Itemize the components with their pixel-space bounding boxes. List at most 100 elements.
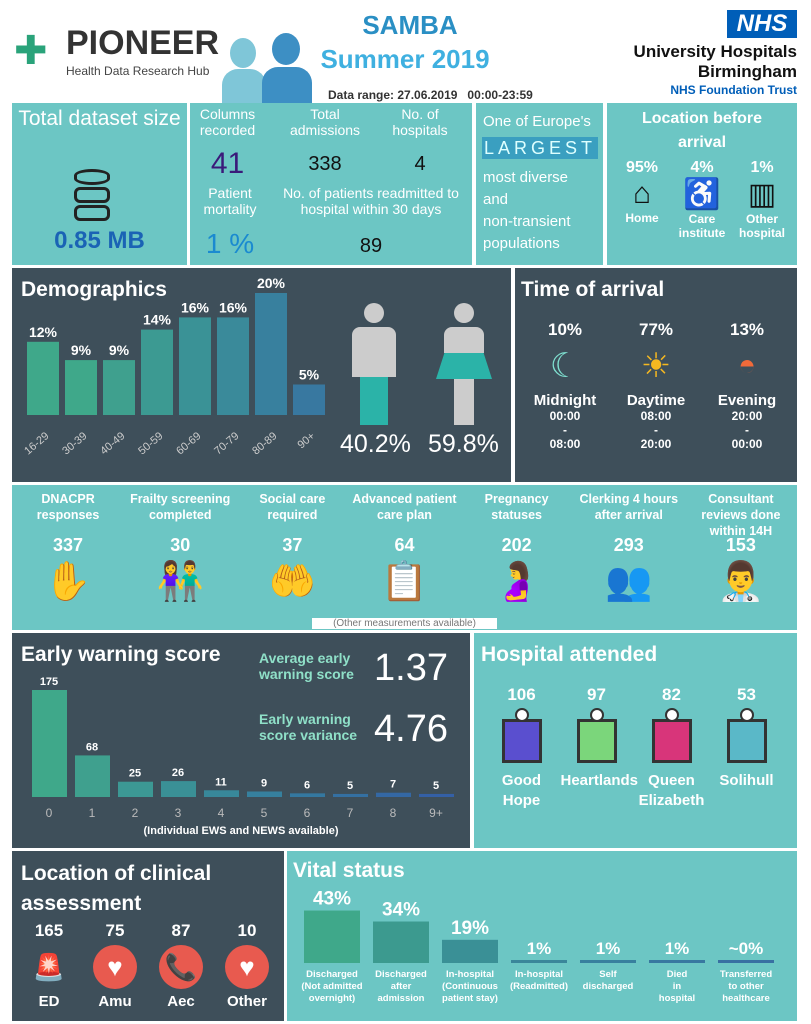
hospital-name: Good Hope: [501, 772, 542, 809]
care-hands-icon: 🤲: [268, 561, 316, 603]
hospital-item: 106 Good Hope: [486, 685, 558, 811]
europe-line2: most diverse: [483, 169, 569, 186]
ews-variance-label: Early warning score variance: [259, 711, 358, 743]
europe-line3: and: [483, 191, 509, 208]
ews-bar-value: 175: [40, 676, 58, 688]
clinical-count: 75: [105, 921, 125, 940]
ews-panel: Early warning score 175 0 68 1 25 2 26 3 11 4 9 5 6 6…: [12, 633, 470, 848]
measure-item: Advanced patient care plan 64 📋: [352, 491, 457, 604]
mortality-value: 1 %: [205, 228, 255, 259]
ews-bar-4: [204, 790, 239, 797]
hospital-panel: Hospital attended 106 Good Hope 97 Heartl…: [474, 633, 797, 848]
ews-tick-label: 9+: [429, 806, 443, 820]
ews-bar-7: [333, 793, 368, 797]
ews-variance-value: 4.76: [374, 708, 448, 750]
clinical-item: 165 🚨 ED: [19, 921, 79, 1010]
vital-category-label: Self discharged: [583, 969, 634, 992]
hospitals-label: No. of hospitals: [392, 106, 448, 138]
age-tick-label: 70-79: [212, 430, 241, 457]
logo-subtitle: Health Data Research Hub: [66, 64, 210, 78]
measure-item: Clerking 4 hours after arrival 293 👥: [576, 491, 681, 604]
hospital-count: 53: [737, 685, 756, 704]
ews-bar-2: [118, 781, 153, 797]
vital-category-label: Discharged after admission: [375, 969, 427, 1004]
ews-tick-label: 0: [46, 806, 53, 820]
hospital-count: 82: [662, 685, 681, 704]
vital-category-label: Died in hospital: [659, 969, 695, 1004]
measure-label: DNACPR responses: [36, 492, 100, 522]
ews-title: Early warning score: [21, 643, 221, 666]
vital-bar-label: 43%: [313, 889, 351, 910]
ews-bar-0: [32, 690, 67, 797]
vital-status-title: Vital status: [293, 859, 405, 882]
ews-bar-value: 11: [215, 776, 227, 788]
measurements-panel: DNACPR responses 337 ✋ Frailty screening …: [12, 485, 797, 630]
europe-panel: One of Europe's LARGEST most diverse and…: [476, 103, 603, 265]
arrival-evening: 13% ◓ Evening 20:00 - 00:00: [707, 320, 787, 451]
vital-bar: [511, 960, 567, 963]
ews-bar-3: [161, 781, 196, 797]
age-tick-label: 80-89: [250, 430, 279, 457]
trust-name-line1: University Hospitals: [633, 42, 797, 61]
hospital-item: 97 Heartlands: [561, 685, 639, 811]
ews-bar-value: 7: [390, 779, 396, 791]
hospital-count: 106: [507, 685, 536, 704]
arrival-midnight: 10% ☾ Midnight 00:00 - 08:00: [525, 320, 605, 451]
vital-bar: [718, 960, 774, 963]
measure-label: Pregnancy statuses: [484, 492, 549, 522]
age-bar-70-79: [217, 317, 249, 415]
age-bar-label: 9%: [71, 342, 92, 358]
female-percentage: 59.8%: [428, 430, 499, 458]
age-bar-chart: 12% 16-29 9% 30-39 9% 40-49 14% 50-59 16% 60-69 16…: [22, 275, 325, 457]
readmit-label: No. of patients readmitted to hospital w…: [283, 185, 459, 217]
clinical-label: Aec: [167, 993, 195, 1010]
measure-label: Consultant reviews done within 14H: [701, 492, 781, 538]
consultant-icon: 👨‍⚕️: [717, 561, 765, 603]
vital-status-bar-chart: 43% Discharged (Not admitted overnight) 34% D…: [301, 889, 774, 1004]
hospital-count: 97: [587, 685, 606, 704]
vital-bar: [373, 921, 429, 963]
measure-item: Pregnancy statuses 202 🤰: [464, 491, 569, 604]
vital-bar-label: ~0%: [729, 939, 764, 958]
vital-category-label: In-hospital (Continuous patient stay): [442, 969, 498, 1004]
ews-tick-label: 2: [132, 806, 139, 820]
clinical-title: Location of clinical assessment: [21, 862, 212, 915]
location-home: 95% ⌂ Home: [612, 159, 672, 240]
ews-tick-label: 7: [347, 806, 354, 820]
vital-bar: [304, 910, 360, 963]
elderly-couple-icon: 👫: [156, 561, 204, 603]
columns-label: Columns recorded: [199, 106, 256, 138]
hospital-name: Solihull: [719, 772, 774, 789]
age-bar-label: 9%: [109, 342, 130, 358]
clinical-item: 10 ♥ Other: [217, 921, 277, 1010]
ews-bar-9+: [419, 793, 454, 797]
heart-hand-icon: ♥: [93, 945, 137, 989]
ews-tick-label: 3: [175, 806, 182, 820]
europe-highlight: LARGEST: [482, 137, 598, 159]
columns-value: 41: [210, 147, 245, 180]
hand-heart-icon: ✋: [44, 561, 92, 603]
logo-name: PIONEER: [66, 24, 220, 62]
age-tick-label: 60-69: [174, 430, 203, 457]
dataset-size-value: 0.85 MB: [54, 227, 145, 254]
measure-value: 37: [282, 535, 303, 555]
ews-bar-1: [75, 755, 110, 797]
age-bar-label: 20%: [257, 275, 286, 291]
vital-bar-label: 1%: [527, 939, 552, 958]
ews-bar-value: 9: [261, 777, 267, 789]
dataset-label: Total dataset size: [18, 107, 181, 130]
vital-category-label: Transferred to other healthcare: [720, 969, 772, 1004]
vital-bar-label: 1%: [665, 939, 690, 958]
measure-item: DNACPR responses 337 ✋: [16, 491, 121, 604]
house-icon: ⌂: [632, 177, 652, 210]
ews-bar-6: [290, 793, 325, 797]
trust-name-line3: NHS Foundation Trust: [670, 83, 797, 97]
ews-bar-value: 26: [172, 767, 184, 779]
readmit-value: 89: [359, 235, 383, 257]
hospital-building-icon: [501, 708, 542, 763]
measure-item: Frailty screening completed 30 👫: [128, 491, 233, 604]
ews-bar-value: 25: [129, 768, 141, 780]
clinical-label: ED: [38, 993, 60, 1010]
ews-bar-5: [247, 791, 282, 797]
age-bar-label: 5%: [299, 367, 320, 383]
